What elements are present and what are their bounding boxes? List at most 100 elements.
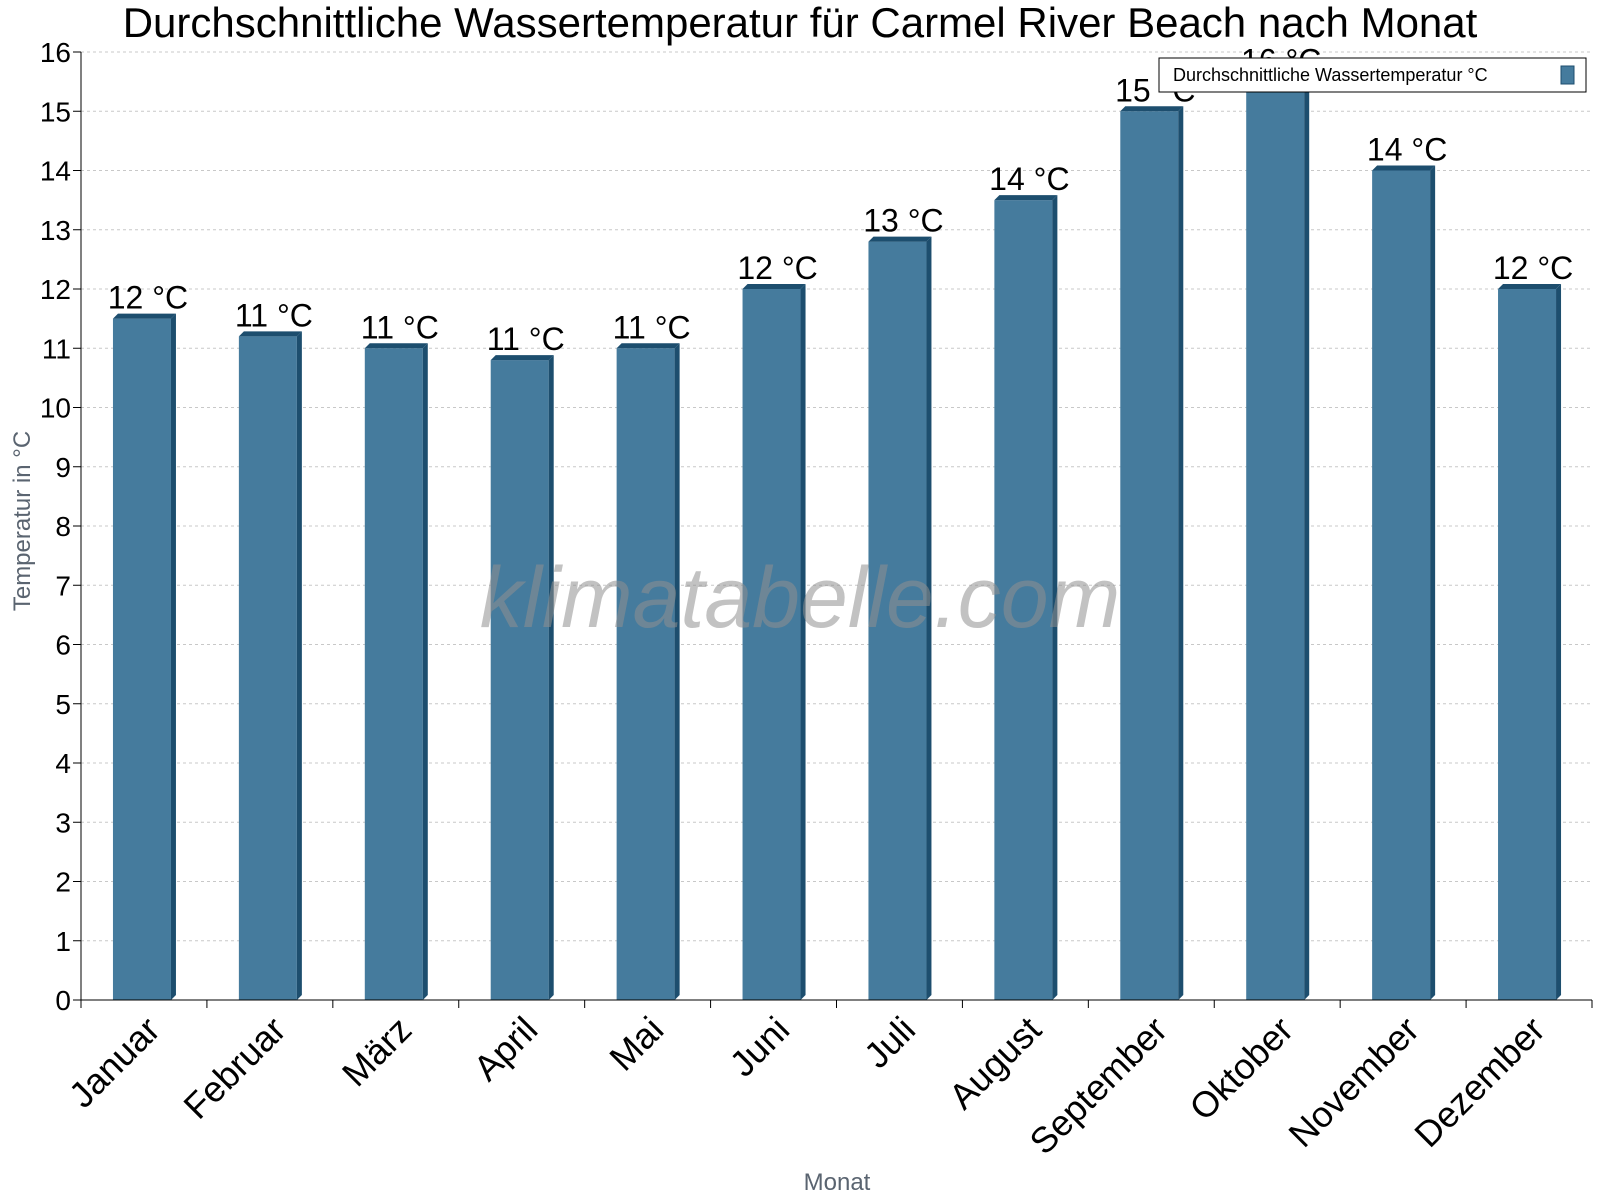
x-tick-labels: Januar Februar März April Mai Juni Juli AugustS… bbox=[61, 1009, 1553, 1163]
bar-side bbox=[170, 313, 176, 1000]
bar-side bbox=[1052, 195, 1058, 1000]
bar-top bbox=[1372, 165, 1436, 171]
grid-lines bbox=[81, 51, 1592, 942]
legend-swatch bbox=[1560, 65, 1575, 85]
x-tick-label: September bbox=[1021, 1009, 1175, 1163]
bar bbox=[1372, 165, 1436, 1000]
bar-side bbox=[674, 343, 680, 1000]
y-tick-label: 8 bbox=[55, 511, 71, 542]
y-tick-label: 1 bbox=[55, 926, 71, 957]
y-tick-label: 10 bbox=[40, 393, 71, 424]
bars bbox=[112, 76, 1562, 1001]
bar bbox=[1498, 284, 1562, 1000]
data-label: 11 °C bbox=[487, 321, 565, 357]
data-label: 12 °C bbox=[1493, 250, 1573, 286]
axes bbox=[73, 51, 1593, 1008]
chart-title: Durchschnittliche Wassertemperatur für C… bbox=[123, 0, 1478, 46]
y-tick-label: 16 bbox=[40, 37, 71, 68]
y-tick-label: 9 bbox=[55, 452, 71, 483]
bar-face bbox=[490, 360, 549, 1001]
bar-face bbox=[1246, 81, 1305, 1000]
bar bbox=[1120, 106, 1184, 1000]
bar-top bbox=[1120, 106, 1184, 112]
x-tick-label: Juli bbox=[856, 1009, 923, 1076]
data-label: 12 °C bbox=[737, 250, 817, 286]
data-label: 11 °C bbox=[613, 309, 691, 345]
bar bbox=[364, 343, 428, 1000]
x-tick-label: Dezember bbox=[1406, 1009, 1552, 1155]
x-tick-label: Februar bbox=[175, 1009, 293, 1127]
bar-top bbox=[238, 331, 302, 337]
bar bbox=[616, 343, 680, 1000]
x-tick-label: März bbox=[334, 1009, 420, 1095]
bar-side bbox=[800, 284, 806, 1000]
legend-box bbox=[1158, 57, 1587, 93]
data-label: 11 °C bbox=[361, 309, 439, 345]
data-label: 14 °C bbox=[989, 161, 1069, 197]
x-tick-label: Oktober bbox=[1181, 1009, 1301, 1129]
data-label: 13 °C bbox=[863, 203, 943, 239]
x-tick-label: Januar bbox=[61, 1009, 168, 1116]
bar-face bbox=[364, 348, 423, 1000]
bar-side bbox=[926, 236, 932, 1001]
legend: Durchschnittliche Wassertemperatur °C bbox=[1158, 57, 1587, 93]
bar bbox=[1246, 76, 1310, 1000]
bar-top bbox=[364, 343, 428, 349]
bar-face bbox=[238, 336, 297, 1000]
bar-top bbox=[112, 313, 176, 319]
y-tick-label: 6 bbox=[55, 630, 71, 661]
bar-side bbox=[548, 355, 554, 1001]
y-tick-label: 13 bbox=[40, 215, 71, 246]
bar-face bbox=[1372, 170, 1431, 1000]
y-tick-label: 4 bbox=[55, 748, 71, 779]
bar-top bbox=[1498, 284, 1562, 289]
bar-face bbox=[1120, 111, 1179, 1000]
data-label: 12 °C bbox=[108, 280, 188, 316]
bar-top bbox=[616, 343, 680, 349]
x-tick-label: August bbox=[941, 1009, 1049, 1117]
bar bbox=[994, 195, 1058, 1000]
x-tick-label: Mai bbox=[601, 1009, 671, 1079]
bar bbox=[868, 236, 932, 1001]
bar-side bbox=[422, 343, 428, 1000]
x-tick-label: Juni bbox=[722, 1009, 798, 1085]
bar-top bbox=[994, 195, 1058, 201]
bar-face bbox=[1498, 289, 1557, 1000]
bar-top bbox=[742, 284, 806, 289]
bar-face bbox=[112, 318, 171, 1000]
watermark: klimatabelle.com bbox=[480, 550, 1120, 646]
bar-side bbox=[1430, 165, 1436, 1000]
bar-face bbox=[616, 348, 675, 1000]
bar bbox=[742, 284, 806, 1000]
x-tick-label: April bbox=[465, 1009, 545, 1089]
bar-face bbox=[868, 241, 927, 1001]
bar-face bbox=[742, 289, 801, 1000]
data-label: 14 °C bbox=[1367, 132, 1447, 168]
data-label: 11 °C bbox=[235, 297, 313, 333]
bar-top bbox=[868, 236, 932, 242]
y-tick-label: 15 bbox=[40, 96, 71, 127]
bar bbox=[238, 331, 302, 1000]
bar-face bbox=[994, 200, 1053, 1000]
bar-side bbox=[1178, 106, 1184, 1000]
bar bbox=[490, 355, 554, 1001]
y-tick-label: 12 bbox=[40, 274, 71, 305]
x-tick-label: November bbox=[1280, 1009, 1426, 1155]
y-tick-label: 3 bbox=[55, 807, 71, 838]
bar-top bbox=[490, 355, 554, 361]
legend-label: Durchschnittliche Wassertemperatur °C bbox=[1173, 65, 1488, 85]
y-tick-label: 0 bbox=[55, 985, 71, 1016]
bar-side bbox=[296, 331, 302, 1000]
y-axis-label: Temperatur in °C bbox=[9, 431, 36, 611]
y-tick-label: 7 bbox=[55, 570, 71, 601]
y-tick-label: 5 bbox=[55, 689, 71, 720]
bar-side bbox=[1556, 284, 1562, 1000]
bar bbox=[112, 313, 176, 1000]
y-tick-label: 14 bbox=[40, 156, 71, 187]
y-tick-label: 2 bbox=[55, 867, 71, 898]
bar-side bbox=[1304, 76, 1310, 1000]
x-axis-label: Monat bbox=[804, 1169, 871, 1196]
y-tick-label: 11 bbox=[42, 333, 71, 364]
